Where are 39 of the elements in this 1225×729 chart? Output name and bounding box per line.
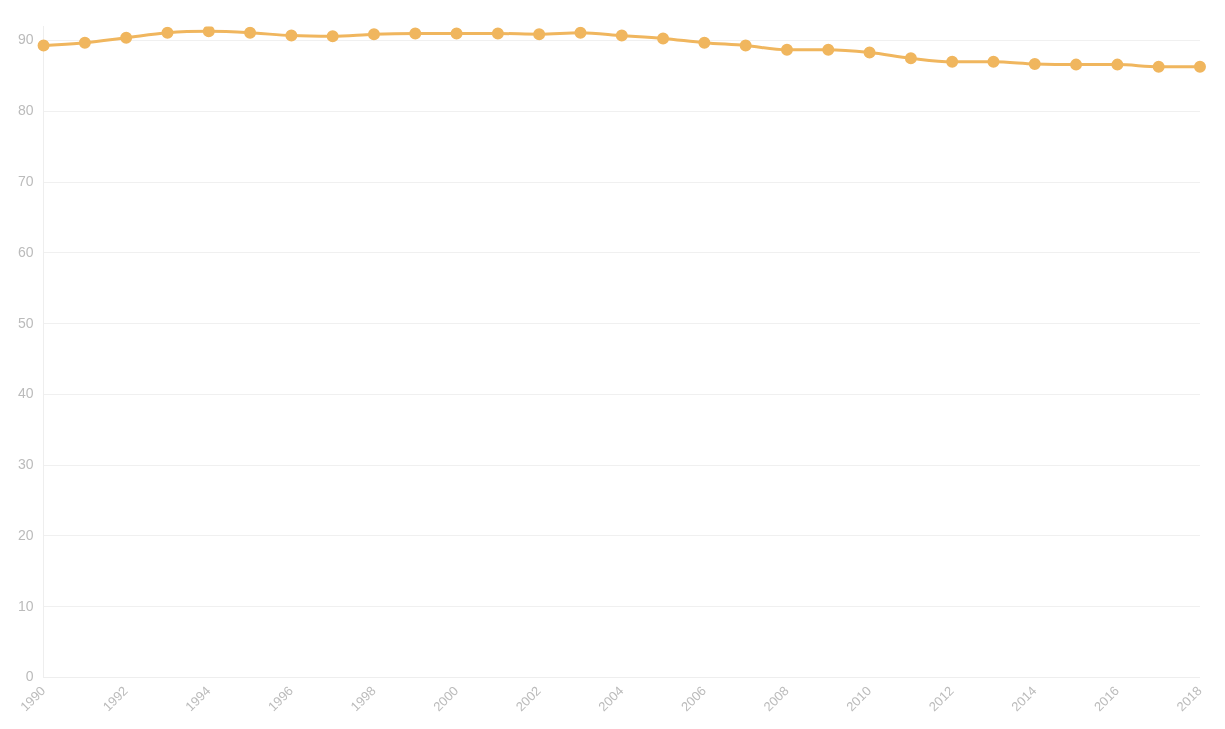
point xyxy=(326,30,339,43)
point xyxy=(615,29,628,42)
point xyxy=(491,27,504,40)
point xyxy=(161,26,174,39)
point xyxy=(285,29,298,42)
y-tick-label: 30 xyxy=(17,456,34,473)
point xyxy=(739,39,752,52)
point xyxy=(657,32,670,45)
point xyxy=(863,46,876,59)
y-tick-label: 60 xyxy=(17,243,34,260)
point xyxy=(780,43,793,56)
y-tick-label: 90 xyxy=(17,31,34,48)
point xyxy=(367,28,380,41)
point xyxy=(822,43,835,56)
point xyxy=(574,26,587,39)
point xyxy=(1193,60,1206,73)
point xyxy=(409,27,422,40)
point xyxy=(1028,57,1041,70)
y-tick-label: 20 xyxy=(17,526,34,543)
point xyxy=(987,55,1000,68)
point xyxy=(202,26,215,38)
point xyxy=(244,26,257,39)
y-tick-label: 10 xyxy=(17,597,34,614)
point xyxy=(450,27,463,40)
y-tick-label: 40 xyxy=(17,385,34,402)
point xyxy=(78,36,91,49)
point xyxy=(1070,58,1083,71)
y-tick-label: 70 xyxy=(17,172,34,189)
point xyxy=(1152,60,1165,73)
point xyxy=(37,39,50,52)
y-tick-label: 50 xyxy=(17,314,34,331)
y-tick-label: 0 xyxy=(25,668,34,685)
point xyxy=(1111,58,1124,71)
point xyxy=(946,55,959,68)
point xyxy=(698,36,711,49)
point xyxy=(904,52,917,65)
point xyxy=(120,31,133,44)
y-tick-label: 80 xyxy=(17,102,34,119)
point xyxy=(533,28,546,41)
